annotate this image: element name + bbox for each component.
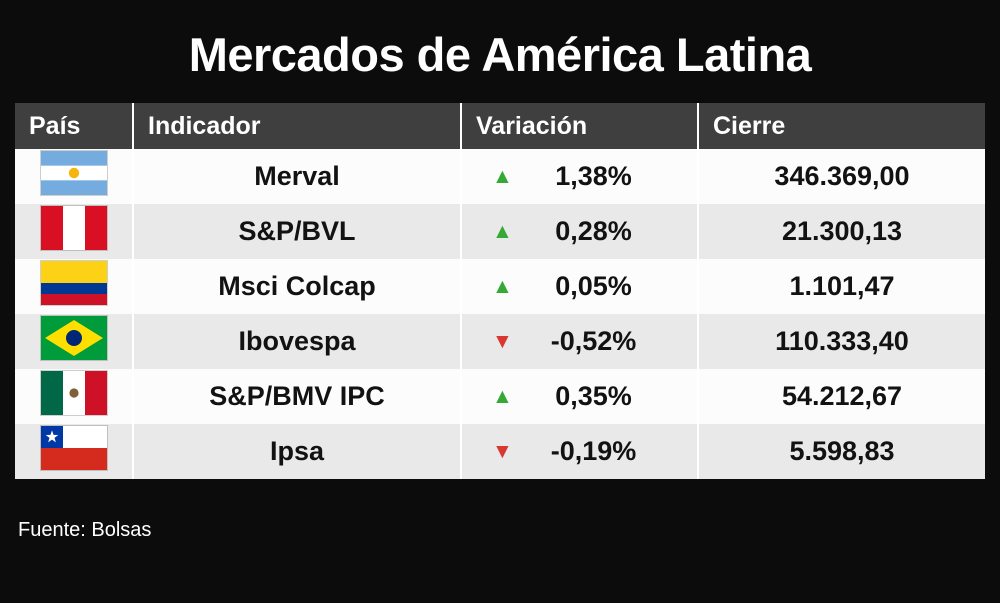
column-header-close: Cierre xyxy=(697,103,985,149)
close-value: 1.101,47 xyxy=(697,259,985,314)
close-value: 110.333,40 xyxy=(697,314,985,369)
variation-arrow-icon: ▼ xyxy=(492,440,513,463)
table-row: Merval ▲ 1,38% 346.369,00 xyxy=(15,149,985,204)
indicator-name: Merval xyxy=(132,149,460,204)
column-header-country: País xyxy=(15,103,132,149)
brazil-flag-icon xyxy=(39,315,108,361)
variation-arrow-icon: ▲ xyxy=(492,220,513,243)
source-note: Fuente: Bolsas xyxy=(18,519,152,541)
table-row: Ibovespa ▼ -0,52% 110.333,40 xyxy=(15,314,985,369)
variation-cell: ▼ -0,19% xyxy=(460,424,697,479)
close-value: 346.369,00 xyxy=(697,149,985,204)
table-header: País Indicador Variación Cierre xyxy=(15,103,985,149)
country-flag-cell xyxy=(15,424,132,479)
table-row: S&P/BVL ▲ 0,28% 21.300,13 xyxy=(15,204,985,259)
variation-value: -0,19% xyxy=(550,436,637,466)
variation-cell: ▲ 0,05% xyxy=(460,259,697,314)
colombia-flag-icon xyxy=(39,260,108,306)
country-flag-cell xyxy=(15,259,132,314)
country-flag-cell xyxy=(15,204,132,259)
mexico-flag-icon xyxy=(39,370,108,416)
country-flag-cell xyxy=(15,314,132,369)
variation-cell: ▲ 0,28% xyxy=(460,204,697,259)
indicator-name: S&P/BVL xyxy=(132,204,460,259)
markets-table: País Indicador Variación Cierre Merval ▲… xyxy=(15,103,985,479)
indicator-name: S&P/BMV IPC xyxy=(132,369,460,424)
table-row: Ipsa ▼ -0,19% 5.598,83 xyxy=(15,424,985,479)
indicator-name: Msci Colcap xyxy=(132,259,460,314)
table-row: Msci Colcap ▲ 0,05% 1.101,47 xyxy=(15,259,985,314)
country-flag-cell xyxy=(15,369,132,424)
column-header-indicator: Indicador xyxy=(132,103,460,149)
variation-arrow-icon: ▲ xyxy=(492,165,513,188)
variation-cell: ▲ 0,35% xyxy=(460,369,697,424)
variation-arrow-icon: ▲ xyxy=(492,385,513,408)
variation-value: 0,05% xyxy=(555,271,632,301)
variation-value: 1,38% xyxy=(555,161,632,191)
variation-arrow-icon: ▼ xyxy=(492,330,513,353)
page-title: Mercados de América Latina xyxy=(188,28,812,81)
indicator-name: Ibovespa xyxy=(132,314,460,369)
indicator-name: Ipsa xyxy=(132,424,460,479)
variation-value: -0,52% xyxy=(550,326,637,356)
variation-arrow-icon: ▲ xyxy=(492,275,513,298)
close-value: 54.212,67 xyxy=(697,369,985,424)
country-flag-cell xyxy=(15,149,132,204)
column-header-variation: Variación xyxy=(460,103,697,149)
chile-flag-icon xyxy=(39,425,108,471)
variation-value: 0,35% xyxy=(555,381,632,411)
variation-cell: ▼ -0,52% xyxy=(460,314,697,369)
variation-cell: ▲ 1,38% xyxy=(460,149,697,204)
peru-flag-icon xyxy=(39,205,108,251)
close-value: 5.598,83 xyxy=(697,424,985,479)
table-row: S&P/BMV IPC ▲ 0,35% 54.212,67 xyxy=(15,369,985,424)
close-value: 21.300,13 xyxy=(697,204,985,259)
argentina-flag-icon xyxy=(39,150,108,196)
variation-value: 0,28% xyxy=(555,216,632,246)
